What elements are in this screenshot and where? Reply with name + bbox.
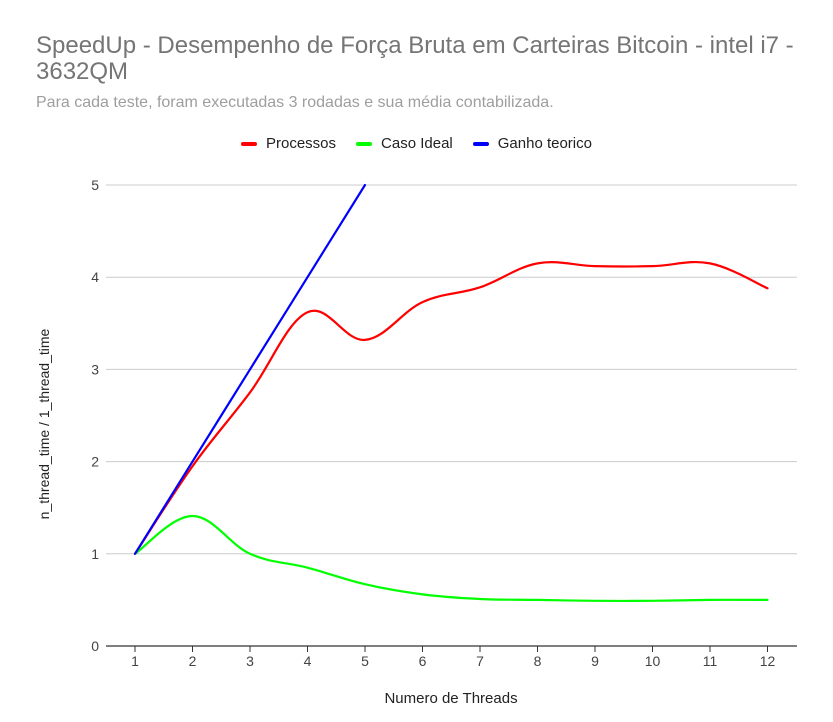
legend-label-processos: Processos xyxy=(266,135,337,152)
legend-label-ganho-teorico: Ganho teorico xyxy=(497,135,592,152)
x-tick-label-3: 3 xyxy=(246,653,254,669)
y-tick-label-5: 5 xyxy=(91,177,99,193)
legend-item-ganho-teorico: Ganho teorico xyxy=(472,135,592,152)
grid-layer xyxy=(106,184,797,652)
y-tick-label-0: 0 xyxy=(91,638,99,654)
x-tick-label-6: 6 xyxy=(419,653,427,669)
series-line-processos xyxy=(133,260,769,555)
x-tick-label-10: 10 xyxy=(645,653,661,669)
x-tick-labels: 1 2 3 4 5 6 7 8 9 10 11 12 xyxy=(131,653,775,669)
chart-legend: Processos Caso Ideal Ganho teorico xyxy=(0,135,833,152)
legend-swatch-processos xyxy=(241,141,257,146)
y-tick-label-4: 4 xyxy=(91,269,99,285)
x-axis-label: Numero de Threads xyxy=(384,690,518,707)
x-tick-label-2: 2 xyxy=(189,653,197,669)
legend-swatch-ganho-teorico xyxy=(472,141,489,146)
legend-label-caso-ideal: Caso Ideal xyxy=(381,135,453,152)
y-tick-label-1: 1 xyxy=(91,546,99,562)
x-tick-label-12: 12 xyxy=(760,653,776,669)
legend-item-processos: Processos xyxy=(241,135,336,152)
series-line-caso-ideal xyxy=(133,514,769,603)
y-tick-label-3: 3 xyxy=(91,361,99,377)
x-tick-label-1: 1 xyxy=(131,653,139,669)
x-tick-label-8: 8 xyxy=(534,653,542,669)
x-tick-label-4: 4 xyxy=(304,653,312,669)
legend-swatch-caso-ideal xyxy=(356,141,373,146)
legend-item-caso-ideal: Caso Ideal xyxy=(356,135,453,152)
x-tick-label-5: 5 xyxy=(361,653,369,669)
chart-title: SpeedUp - Desempenho de Força Bruta em C… xyxy=(36,32,794,85)
y-tick-label-2: 2 xyxy=(91,454,99,470)
x-tick-label-7: 7 xyxy=(476,653,484,669)
x-tick-label-9: 9 xyxy=(591,653,599,669)
series-layer xyxy=(133,183,769,603)
series-line-ganho-teorico xyxy=(133,183,367,555)
x-tick-label-11: 11 xyxy=(703,653,718,669)
y-axis-label: n_thread_time / 1_thread_time xyxy=(36,328,52,520)
y-tick-labels: 0 1 2 3 4 5 xyxy=(91,177,99,654)
chart-subtitle: Para cada teste, foram executadas 3 roda… xyxy=(36,94,554,111)
